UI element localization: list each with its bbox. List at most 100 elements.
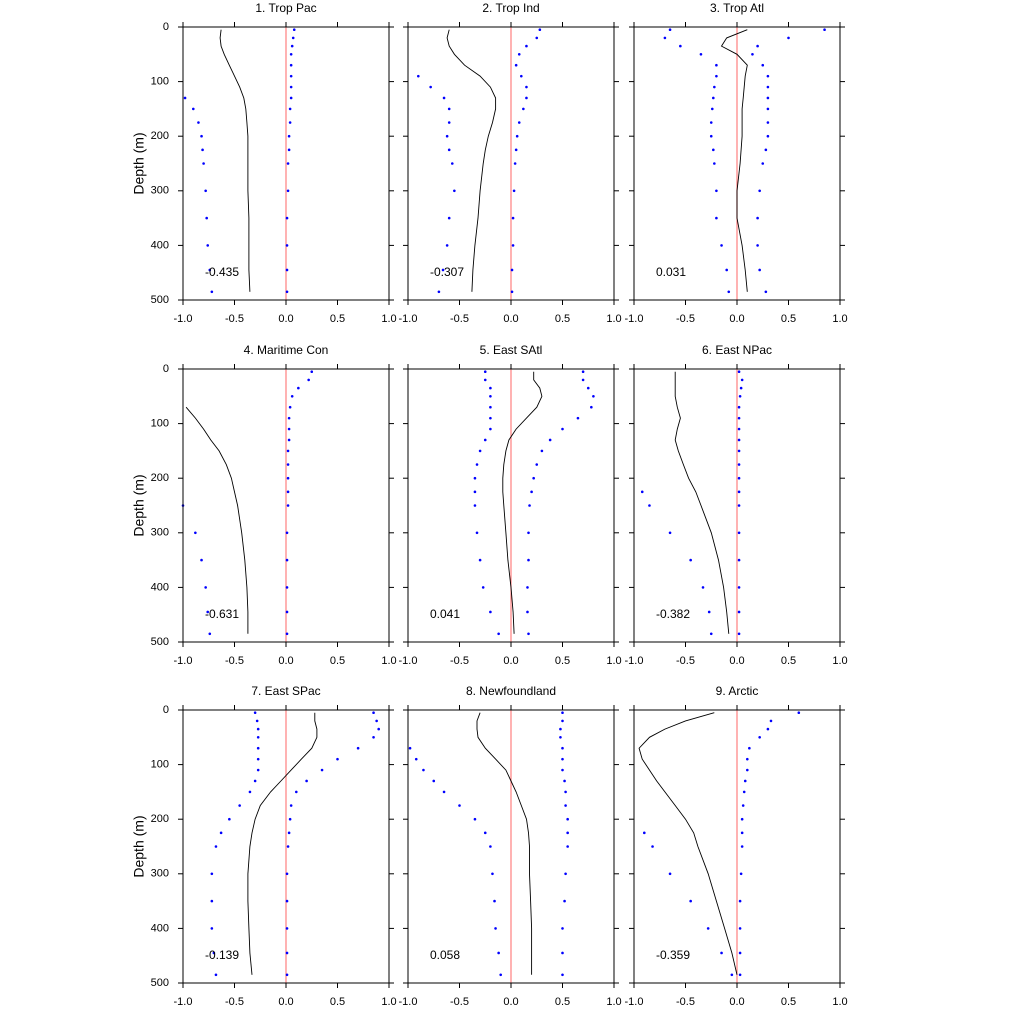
x-tick-label: 1.0 <box>606 313 621 325</box>
data-dot <box>288 817 292 821</box>
data-dot <box>581 378 585 382</box>
data-dot <box>475 531 479 535</box>
y-tick-label: 200 <box>151 130 169 142</box>
data-dot <box>706 927 710 930</box>
data-dot <box>663 36 667 40</box>
x-tick-label: 0.5 <box>555 655 570 667</box>
data-dot <box>285 244 289 247</box>
data-dot <box>289 85 293 89</box>
data-dot <box>214 845 218 848</box>
data-dot <box>432 779 436 783</box>
data-dot <box>192 107 195 111</box>
data-dot <box>289 63 293 67</box>
x-tick-label: 1.0 <box>832 655 847 667</box>
data-dot <box>679 44 682 48</box>
data-dot <box>208 268 212 272</box>
data-dot <box>511 216 515 220</box>
data-dot <box>746 768 749 772</box>
x-tick-label: -0.5 <box>225 313 244 325</box>
annotation: 0.058 <box>430 948 460 962</box>
data-dot <box>640 490 644 494</box>
data-dot <box>668 872 672 876</box>
data-dot <box>720 951 723 955</box>
data-dot <box>526 610 529 614</box>
x-tick-label: 0.5 <box>781 655 796 667</box>
annotation: -0.435 <box>205 265 239 279</box>
data-dot <box>535 463 539 466</box>
data-dot <box>290 44 294 48</box>
data-dot <box>525 85 528 89</box>
data-dot <box>473 490 477 494</box>
x-tick-label: -1.0 <box>625 996 644 1008</box>
data-dot <box>689 899 692 903</box>
data-dot <box>532 476 535 480</box>
data-dot <box>478 449 482 453</box>
x-tick-label: 0.0 <box>503 313 518 325</box>
data-dot <box>256 736 260 739</box>
x-tick-label: -1.0 <box>399 313 418 325</box>
data-dot <box>561 768 564 772</box>
data-dot <box>489 405 492 409</box>
data-line <box>247 712 318 975</box>
data-dot <box>586 386 590 390</box>
data-dot <box>756 216 759 220</box>
data-dot <box>205 216 208 220</box>
x-tick-label: -1.0 <box>174 655 193 667</box>
data-dot <box>517 53 521 56</box>
data-dot <box>517 121 521 124</box>
panel-title: 1. Trop Pac <box>255 1 316 15</box>
data-dot <box>715 189 718 193</box>
plot-frame <box>633 709 841 984</box>
data-dot <box>740 845 744 848</box>
data-dot <box>290 395 294 398</box>
x-tick-label: 0.0 <box>278 655 293 667</box>
data-dot <box>288 405 292 409</box>
data-dot <box>208 632 212 636</box>
panel-title: 4. Maritime Con <box>244 343 329 357</box>
data-dot <box>561 711 564 715</box>
data-dot <box>527 531 530 535</box>
data-dot <box>447 148 451 152</box>
x-tick-label: -1.0 <box>174 996 193 1008</box>
data-dot <box>712 96 715 100</box>
data-dot <box>751 53 754 56</box>
data-dot <box>737 490 741 494</box>
data-dot <box>528 504 531 507</box>
x-tick-label: 1.0 <box>381 655 396 667</box>
data-dot <box>356 746 360 750</box>
data-dot <box>287 831 291 835</box>
data-dot <box>758 736 761 739</box>
x-tick-label: 0.0 <box>729 313 744 325</box>
y-tick-label: 400 <box>151 581 169 593</box>
data-dot <box>288 121 292 124</box>
data-dot <box>738 973 742 977</box>
plot-frame <box>407 26 615 301</box>
data-dot <box>442 790 446 794</box>
data-dot <box>285 216 289 220</box>
y-tick-label: 500 <box>151 636 169 648</box>
x-tick-label: -0.5 <box>676 655 695 667</box>
data-dot <box>204 189 207 193</box>
data-dot <box>758 189 761 193</box>
data-dot <box>738 951 742 955</box>
data-dot <box>286 504 290 507</box>
data-dot <box>510 268 514 272</box>
data-dot <box>651 845 654 848</box>
data-dot <box>737 370 741 374</box>
data-dot <box>559 727 562 731</box>
data-dot <box>540 449 544 453</box>
data-line <box>446 29 497 292</box>
data-dot <box>253 711 257 715</box>
data-dot <box>510 290 514 294</box>
data-line <box>476 712 533 975</box>
data-dot <box>715 216 718 220</box>
data-dot <box>445 134 449 138</box>
data-dot <box>375 719 378 723</box>
data-dot <box>738 899 742 903</box>
data-dot <box>559 736 562 739</box>
data-line <box>638 712 738 975</box>
data-dot <box>512 189 516 193</box>
y-axis-label: Depth (m) <box>131 815 147 877</box>
plot-frame <box>633 26 841 301</box>
